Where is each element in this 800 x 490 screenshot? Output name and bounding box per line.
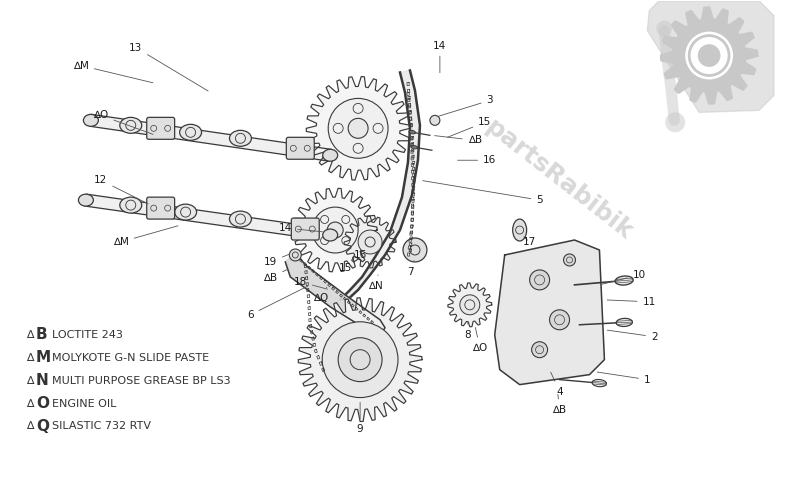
Text: 16: 16 (354, 245, 366, 260)
Text: ∆N: ∆N (368, 275, 382, 291)
Text: 18: 18 (294, 277, 327, 289)
Circle shape (532, 342, 547, 358)
Ellipse shape (230, 130, 251, 147)
Text: 12: 12 (94, 175, 148, 204)
Text: MULTI PURPOSE GREASE BP LS3: MULTI PURPOSE GREASE BP LS3 (52, 376, 230, 386)
Circle shape (338, 338, 382, 382)
Circle shape (290, 249, 302, 261)
Text: ∆B: ∆B (553, 394, 566, 415)
Text: SILASTIC 732 RTV: SILASTIC 732 RTV (52, 421, 151, 432)
FancyBboxPatch shape (146, 118, 174, 139)
Circle shape (348, 119, 368, 138)
Circle shape (312, 207, 358, 253)
Text: Q: Q (36, 419, 49, 434)
Text: 9: 9 (357, 402, 363, 435)
Text: ENGINE OIL: ENGINE OIL (52, 398, 116, 409)
Text: 6: 6 (247, 286, 308, 320)
Text: ∆: ∆ (26, 398, 34, 409)
Circle shape (550, 310, 570, 330)
Ellipse shape (174, 204, 197, 220)
Ellipse shape (83, 114, 98, 126)
Circle shape (328, 98, 388, 158)
Ellipse shape (615, 276, 633, 285)
Text: 14: 14 (278, 223, 322, 233)
Circle shape (322, 322, 398, 397)
Circle shape (403, 238, 427, 262)
Circle shape (327, 222, 343, 238)
Circle shape (430, 115, 440, 125)
Text: 14: 14 (434, 41, 446, 73)
Text: M: M (36, 350, 51, 365)
Text: ∆: ∆ (26, 376, 34, 386)
Circle shape (666, 112, 685, 132)
Circle shape (656, 21, 672, 37)
Circle shape (685, 32, 733, 79)
Ellipse shape (322, 229, 338, 241)
FancyBboxPatch shape (286, 137, 314, 159)
Text: LOCTITE 243: LOCTITE 243 (52, 330, 123, 340)
Text: ∆: ∆ (26, 330, 34, 340)
Circle shape (460, 295, 480, 315)
Text: 15: 15 (447, 117, 491, 137)
Polygon shape (448, 283, 492, 327)
Text: MOLYKOTE G-N SLIDE PASTE: MOLYKOTE G-N SLIDE PASTE (52, 353, 209, 363)
Text: ∆O: ∆O (472, 327, 487, 353)
FancyBboxPatch shape (146, 197, 174, 219)
Ellipse shape (120, 118, 142, 133)
Text: ∆M: ∆M (73, 60, 153, 83)
Ellipse shape (78, 194, 94, 206)
FancyBboxPatch shape (291, 218, 319, 240)
Ellipse shape (513, 219, 526, 241)
Ellipse shape (592, 379, 606, 387)
Text: B: B (36, 327, 48, 342)
Circle shape (530, 270, 550, 290)
Text: 17: 17 (523, 237, 536, 247)
Text: 2: 2 (607, 330, 658, 342)
Polygon shape (298, 298, 422, 421)
Polygon shape (662, 8, 757, 103)
Polygon shape (85, 194, 331, 241)
Text: ∆B: ∆B (263, 269, 288, 283)
Polygon shape (286, 252, 385, 335)
Ellipse shape (120, 197, 142, 213)
Text: ∆Q: ∆Q (313, 287, 328, 303)
Text: 10: 10 (602, 270, 646, 284)
Text: ∆: ∆ (26, 421, 34, 432)
Polygon shape (306, 76, 410, 180)
Text: 4: 4 (550, 372, 563, 396)
Text: 1: 1 (597, 372, 650, 385)
Text: N: N (36, 373, 49, 388)
Circle shape (563, 254, 575, 266)
Polygon shape (344, 216, 396, 268)
Polygon shape (90, 115, 331, 161)
Text: ∆: ∆ (26, 353, 34, 363)
Ellipse shape (180, 124, 202, 140)
Text: 15: 15 (338, 256, 354, 273)
Polygon shape (647, 0, 774, 112)
Text: ∆B: ∆B (434, 135, 482, 146)
Polygon shape (294, 188, 377, 272)
Ellipse shape (322, 149, 338, 161)
Text: 7: 7 (406, 261, 414, 277)
Text: 11: 11 (607, 297, 656, 307)
Text: 16: 16 (458, 155, 496, 165)
Circle shape (699, 46, 719, 66)
Text: partsRabibik: partsRabibik (482, 115, 638, 245)
Ellipse shape (616, 318, 632, 326)
Text: 8: 8 (465, 322, 471, 340)
Text: ∆M: ∆M (113, 226, 178, 247)
Ellipse shape (411, 146, 418, 149)
Text: 3: 3 (438, 96, 493, 117)
Ellipse shape (230, 211, 251, 227)
Text: 13: 13 (129, 43, 208, 91)
Circle shape (358, 230, 382, 254)
Polygon shape (340, 71, 420, 302)
Ellipse shape (409, 130, 415, 134)
Text: ∆O: ∆O (94, 110, 153, 134)
Text: O: O (36, 396, 49, 411)
Text: 5: 5 (422, 181, 543, 205)
Polygon shape (494, 240, 605, 385)
Text: 19: 19 (264, 254, 290, 267)
